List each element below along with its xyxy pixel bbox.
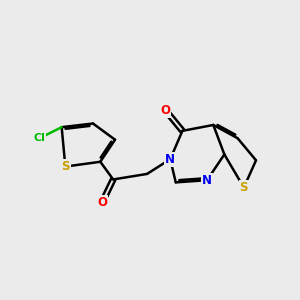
- Text: Cl: Cl: [34, 133, 46, 143]
- Text: N: N: [202, 174, 212, 187]
- Text: O: O: [97, 196, 107, 209]
- Text: O: O: [160, 104, 170, 117]
- Text: S: S: [61, 160, 70, 173]
- Text: N: N: [165, 153, 175, 166]
- Text: S: S: [240, 181, 248, 194]
